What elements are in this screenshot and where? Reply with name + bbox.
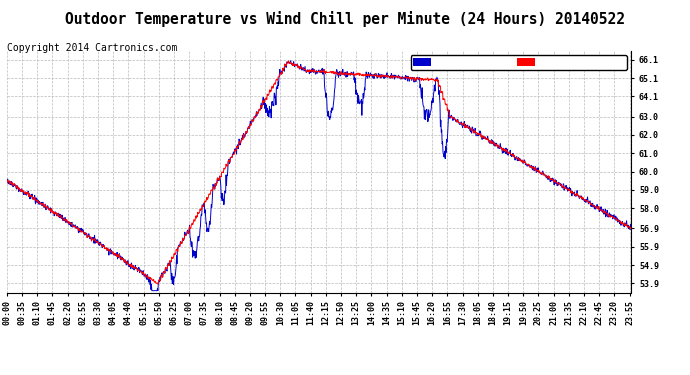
Text: Copyright 2014 Cartronics.com: Copyright 2014 Cartronics.com <box>7 43 177 53</box>
Text: Outdoor Temperature vs Wind Chill per Minute (24 Hours) 20140522: Outdoor Temperature vs Wind Chill per Mi… <box>65 11 625 27</box>
Legend: Wind Chill (°F), Temperature (°F): Wind Chill (°F), Temperature (°F) <box>411 55 627 70</box>
